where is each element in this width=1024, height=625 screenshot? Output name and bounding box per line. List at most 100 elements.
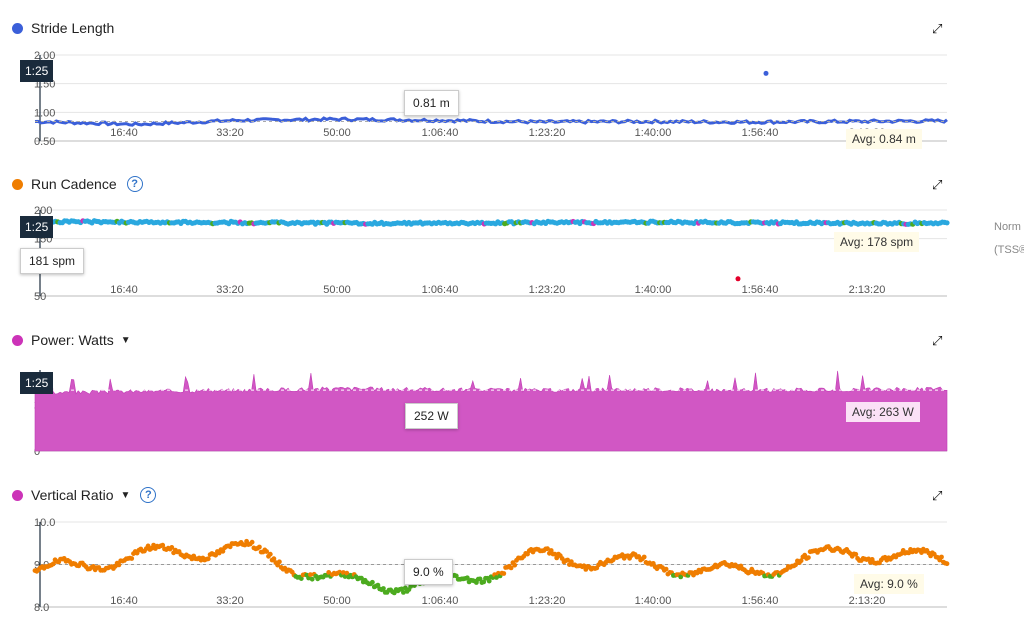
vratio-point [481,579,487,585]
x-tick-label: 1:56:40 [742,284,779,296]
vratio-point [326,570,332,575]
vratio-point [944,561,950,567]
vratio-point [798,558,804,564]
power-tooltip: 252 W [405,403,458,429]
vratio-point [160,542,166,548]
x-tick-label: 1:06:40 [422,595,459,607]
vratio-point [650,561,656,566]
cursor-time-badge: 1:25 [20,216,54,238]
vratio-point [793,562,798,568]
vratio-point [267,551,273,557]
run-cadence-panel: Run Cadence ? ⤢ 200 150 50 16:40 33:20 50:00 1… [0,155,1024,310]
vratio-point [477,576,483,582]
run-cadence-title: Run Cadence [31,176,117,192]
x-tick-label: 16:40 [110,595,138,607]
x-tick-label: 50:00 [323,284,351,296]
vratio-point [939,554,944,560]
vratio-point [257,544,262,550]
y-tick-label: 0.50 [34,136,55,148]
cadence-point [944,220,950,226]
expand-arrows-icon[interactable]: ⤢ [932,333,943,348]
vratio-point [213,552,219,558]
vratio-point [145,543,151,549]
x-tick-label: 33:20 [216,595,244,607]
vratio-point [565,557,570,563]
vratio-point [619,552,625,558]
vratio-point [381,586,386,591]
vertical-ratio-title: Vertical Ratio [31,487,114,503]
x-tick-label: 50:00 [323,127,351,139]
stride-length-header[interactable]: Stride Length [12,17,114,39]
vratio-point [271,556,277,562]
vratio-point [678,574,684,580]
vratio-point [501,571,507,576]
vratio-point [641,554,647,560]
vratio-point [512,562,518,568]
vratio-point [370,579,375,585]
vratio-point [298,576,304,581]
vertical-ratio-chart[interactable]: 10.09.08.016:4033:2050:001:06:401:23:201… [0,465,1024,625]
power-legend-dot [12,334,23,346]
x-tick-label: 1:23:20 [529,127,566,139]
vratio-point [508,565,514,571]
y-tick-label: 1.00 [34,107,55,119]
vratio-point [116,562,122,568]
caret-down-icon[interactable]: ▼ [120,334,131,346]
cursor-time-badge: 1:25 [20,60,54,82]
vertical-ratio-header[interactable]: Vertical Ratio ▼ ? [12,484,157,506]
cadence-outlier-point [735,276,741,282]
vratio-point [486,578,492,584]
x-tick-label: 1:40:00 [635,127,672,139]
x-tick-label: 1:40:00 [635,595,672,607]
vratio-point [464,575,470,581]
y-tick-label: 8.0 [34,602,49,614]
stride-legend-dot [12,22,23,34]
caret-down-icon[interactable]: ▼ [120,489,131,501]
vratio-point [169,545,175,550]
vratio-point [340,570,346,575]
y-tick-label: 200 [34,205,52,217]
x-tick-label: 2:13:20 [849,284,886,296]
vratio-point [636,554,642,559]
x-tick-label: 1:23:20 [529,595,566,607]
vratio-point [309,576,315,582]
stride-length-title: Stride Length [31,20,115,36]
power-average-label: Avg: 263 W [846,402,920,422]
cadence-average-label: Avg: 178 spm [834,232,920,252]
x-tick-label: 2:13:20 [849,595,886,607]
vratio-legend-dot [12,489,23,501]
vratio-point [375,582,381,588]
vratio-point [205,556,211,562]
vratio-point [50,561,56,567]
x-tick-label: 33:20 [216,127,244,139]
vratio-point [344,570,350,576]
vratio-point [308,572,313,577]
stride-average-label: Avg: 0.84 m [846,129,922,149]
vratio-point [264,549,269,554]
vratio-point [806,555,811,560]
vratio-point [545,546,550,552]
run-cadence-header[interactable]: Run Cadence ? [12,173,143,195]
power-title: Power: Watts [31,332,114,348]
vratio-point [552,551,558,557]
question-circle-icon[interactable]: ? [140,487,157,503]
expand-arrows-icon[interactable]: ⤢ [932,488,943,503]
x-tick-label: 1:56:40 [742,127,779,139]
expand-arrows-icon[interactable]: ⤢ [932,177,943,192]
power-header[interactable]: Power: Watts ▼ [12,329,131,351]
x-tick-label: 1:23:20 [529,284,566,296]
power-chart[interactable]: 200016:4033:2050:001:06:401:23:201:40:00… [0,310,1024,465]
y-tick-label: 2.00 [34,50,55,62]
vratio-point [581,563,587,569]
x-tick-label: 16:40 [110,127,138,139]
power-panel: Power: Watts ▼ ⤢ 200016:4033:2050:001:06… [0,310,1024,465]
y-tick-label: 10.0 [34,517,55,529]
vratio-tooltip: 9.0 % [404,559,453,585]
vratio-point [359,575,364,581]
y-tick-label: 0 [34,446,40,458]
expand-arrows-icon[interactable]: ⤢ [932,21,943,36]
question-circle-icon[interactable]: ? [126,176,143,192]
x-tick-label: 1:56:40 [742,595,779,607]
